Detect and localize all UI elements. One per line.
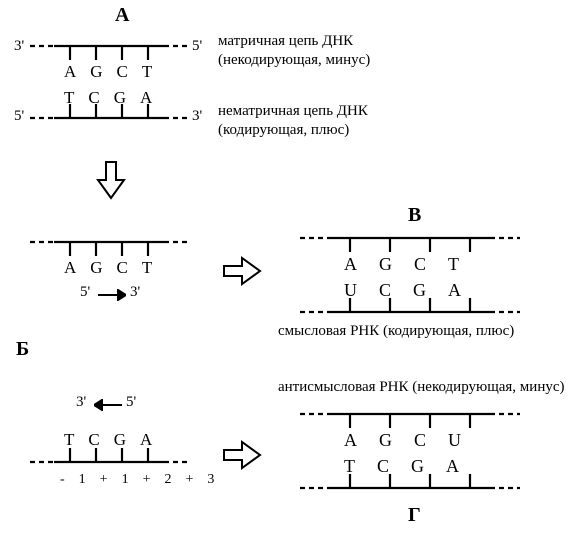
a-top-left-end: 3': [14, 38, 24, 55]
b-top-bases: AGCT: [64, 258, 166, 278]
b-top-dir-to: 3': [130, 284, 140, 301]
arrow-right-icon: [222, 256, 262, 286]
a-bottom-caption: нематричная цепь ДНК (кодирующая, плюс): [218, 102, 368, 140]
v-top-bases: AGCT: [344, 254, 481, 275]
b-bottom-strand: [30, 446, 188, 472]
b-top-strand: [30, 232, 188, 258]
v-caption: смысловая РНК (кодирующая, плюс): [278, 322, 514, 341]
arrow-down-icon: [96, 160, 126, 200]
b-bottom-indices: -1+1+2+3: [60, 472, 228, 488]
b-top-dir-from: 5': [80, 284, 90, 301]
arrow-left-small-icon: [94, 399, 122, 411]
a-bottom-strand: [30, 102, 188, 128]
v-bottom-strand: [300, 296, 520, 322]
g-top-strand: [300, 404, 520, 430]
panel-label-g: Г: [408, 504, 421, 527]
g-caption: антисмысловая РНК (некодирующая, минус): [278, 378, 565, 397]
a-bottom-right-end: 3': [192, 108, 202, 125]
b-bottom-dir-from: 3': [76, 394, 86, 411]
g-top-bases: AGCU: [344, 430, 483, 451]
a-top-strand: [30, 36, 188, 62]
a-top-right-end: 5': [192, 38, 202, 55]
diagram-canvas: А 3' 5' AGCT матричная цепь ДНК (некодир…: [0, 0, 571, 556]
arrow-right-small-icon: [98, 289, 126, 301]
arrow-right-icon: [222, 440, 262, 470]
a-top-bases: AGCT: [64, 62, 166, 82]
v-top-strand: [300, 228, 520, 254]
a-top-caption: матричная цепь ДНК (некодирующая, минус): [218, 32, 370, 70]
panel-label-a: А: [115, 4, 129, 27]
b-bottom-dir-to: 5': [126, 394, 136, 411]
panel-label-b: Б: [16, 338, 29, 361]
a-bottom-left-end: 5': [14, 108, 24, 125]
g-bottom-strand: [300, 472, 520, 498]
panel-label-v: В: [408, 204, 421, 227]
